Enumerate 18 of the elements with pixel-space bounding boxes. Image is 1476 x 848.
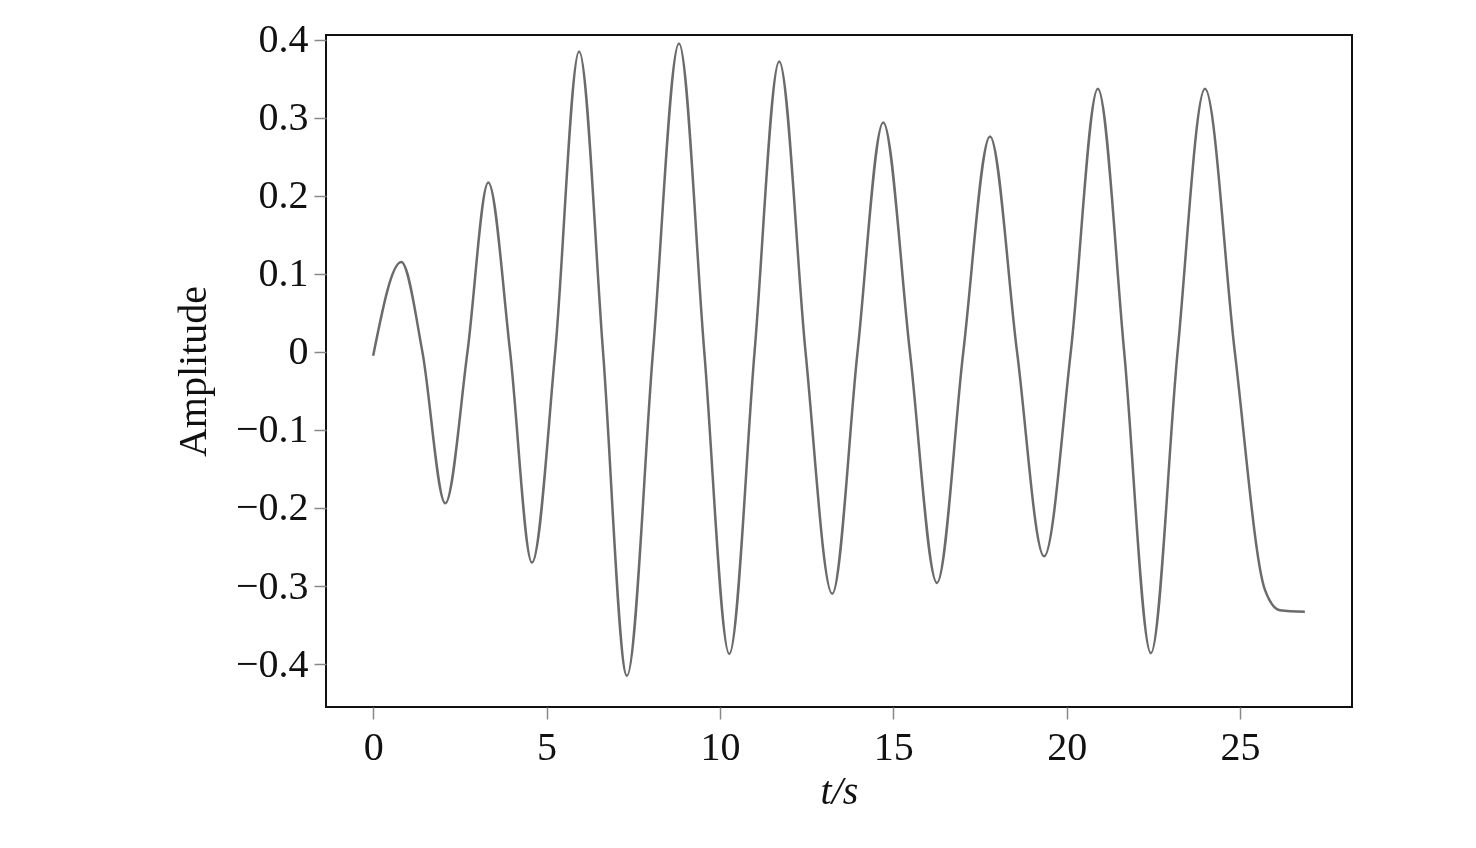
line-series (371, 42, 1307, 678)
y-tick-label: −0.1 (235, 406, 309, 452)
y-tick-label: −0.2 (235, 484, 309, 530)
y-tick-label: 0 (288, 328, 309, 374)
x-tick-label: 20 (1047, 723, 1088, 769)
x-tick-label: 15 (873, 723, 914, 769)
y-tick-label: 0.2 (258, 172, 309, 218)
x-tick-label: 0 (363, 723, 384, 769)
y-tick-label: 0.4 (258, 16, 309, 62)
y-tick-label: −0.4 (235, 640, 309, 686)
x-tick-label: 25 (1220, 723, 1261, 769)
x-tick-label: 5 (537, 723, 558, 769)
y-tick-label: −0.3 (235, 562, 309, 608)
y-axis-title: Amplitude (169, 285, 215, 458)
x-axis-title: t/s (820, 767, 859, 813)
y-tick-label: 0.3 (258, 94, 309, 140)
x-tick-label: 10 (700, 723, 741, 769)
y-tick-label: 0.1 (258, 250, 309, 296)
